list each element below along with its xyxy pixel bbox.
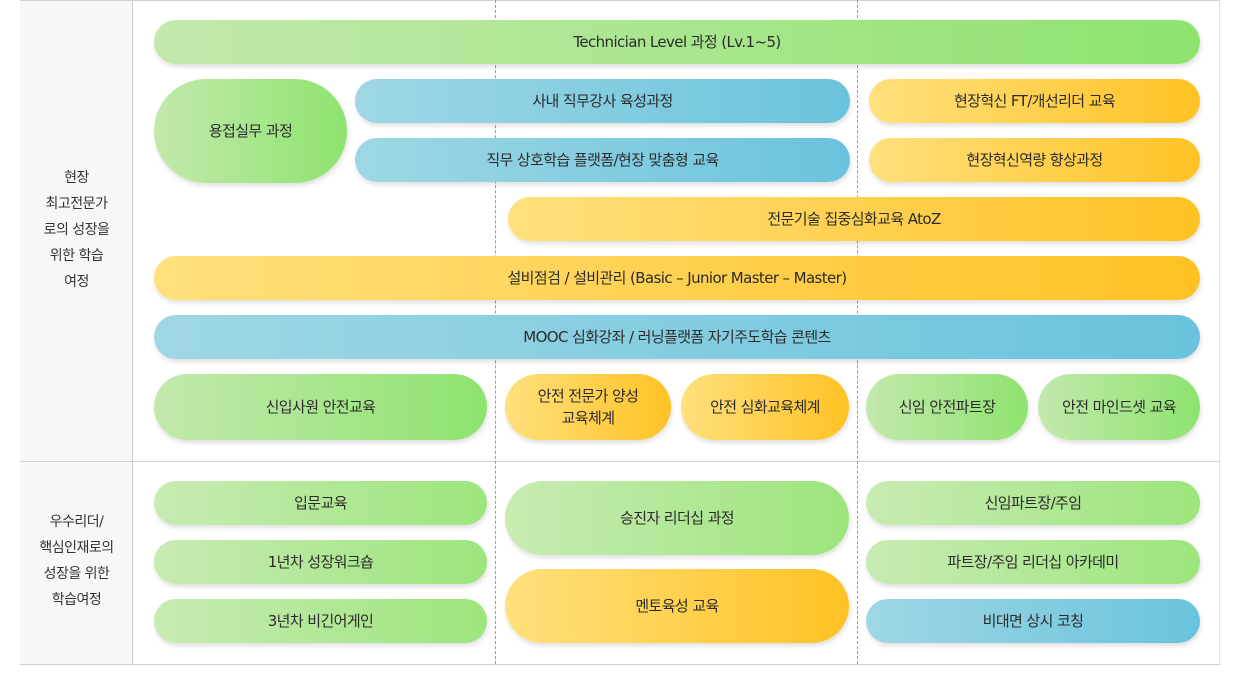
program-welding: 용접실무 과정 bbox=[154, 79, 347, 183]
program-label: 전문기술 집중심화교육 AtoZ bbox=[767, 210, 941, 228]
program-mooc: MOOC 심화강좌 / 러닝플랫폼 자기주도학습 콘텐츠 bbox=[154, 315, 1200, 359]
program-label: 설비점검 / 설비관리 (Basic – Junior Master – Mas… bbox=[507, 269, 847, 287]
program-year3: 3년차 비긴어게인 bbox=[154, 599, 487, 643]
program-label: 교육체계 bbox=[561, 409, 615, 427]
row-label-line: 핵심인재로의 bbox=[39, 540, 114, 556]
program-equipment: 설비점검 / 설비관리 (Basic – Junior Master – Mas… bbox=[154, 256, 1200, 300]
right-border bbox=[1219, 0, 1220, 665]
program-safety-expert: 안전 전문가 양성 교육체계 bbox=[505, 374, 671, 440]
program-label: 직무 상호학습 플랫폼/현장 맞춤형 교육 bbox=[486, 151, 719, 169]
program-technician-level: Technician Level 과정 (Lv.1~5) bbox=[154, 20, 1200, 64]
row-header-background bbox=[20, 462, 133, 664]
row-label-line: 여정 bbox=[64, 274, 89, 290]
program-internal-instructor: 사내 직무강사 육성과정 bbox=[355, 79, 850, 123]
program-new-safety: 신입사원 안전교육 bbox=[154, 374, 487, 440]
program-label: 현장혁신역량 향상과정 bbox=[966, 151, 1103, 169]
program-leadership-academy: 파트장/주임 리더십 아카데미 bbox=[866, 540, 1200, 584]
program-label: 사내 직무강사 육성과정 bbox=[532, 92, 673, 110]
row-label-line: 현장 bbox=[64, 170, 89, 186]
program-label: 멘토육성 교육 bbox=[635, 597, 719, 615]
program-label: 신임 안전파트장 bbox=[898, 398, 996, 416]
program-promotion: 승진자 리더십 과정 bbox=[505, 481, 849, 555]
program-ft-leader: 현장혁신 FT/개선리더 교육 bbox=[869, 79, 1200, 123]
program-mentor: 멘토육성 교육 bbox=[505, 569, 849, 643]
program-label: 안전 마인드셋 교육 bbox=[1062, 398, 1177, 416]
program-peer-learning: 직무 상호학습 플랫폼/현장 맞춤형 교육 bbox=[355, 138, 850, 182]
row-label-line: 학습여정 bbox=[51, 592, 102, 608]
program-safety-mindset: 안전 마인드셋 교육 bbox=[1038, 374, 1200, 440]
program-label: 파트장/주임 리더십 아카데미 bbox=[947, 553, 1119, 571]
program-label: 용접실무 과정 bbox=[208, 122, 293, 140]
program-label: MOOC 심화강좌 / 러닝플랫폼 자기주도학습 콘텐츠 bbox=[523, 328, 831, 346]
program-new-safety-part: 신임 안전파트장 bbox=[866, 374, 1028, 440]
program-label: 안전 전문가 양성 bbox=[537, 387, 639, 405]
program-label: 현장혁신 FT/개선리더 교육 bbox=[953, 92, 1116, 110]
row-header-background bbox=[20, 0, 133, 461]
row-label-line: 로의 성장을 bbox=[43, 222, 110, 238]
program-safety-advanced: 안전 심화교육체계 bbox=[681, 374, 849, 440]
row-divider bbox=[20, 461, 1220, 462]
program-label: 비대면 상시 코칭 bbox=[982, 612, 1084, 630]
program-intro: 입문교육 bbox=[154, 481, 487, 525]
program-label: Technician Level 과정 (Lv.1~5) bbox=[573, 33, 781, 51]
row-label-line: 최고전문가 bbox=[45, 196, 108, 212]
program-remote-coaching: 비대면 상시 코칭 bbox=[866, 599, 1200, 643]
program-label: 3년차 비긴어게인 bbox=[267, 612, 374, 630]
program-new-part-lead: 신임파트장/주임 bbox=[866, 481, 1200, 525]
row-label-leader: 우수리더/ 핵심인재로의 성장을 위한 학습여정 bbox=[20, 509, 133, 613]
program-label: 1년차 성장워크숍 bbox=[267, 553, 374, 571]
program-innovation: 현장혁신역량 향상과정 bbox=[869, 138, 1200, 182]
bottom-border bbox=[20, 664, 1220, 665]
program-label: 신임파트장/주임 bbox=[984, 494, 1082, 512]
top-border bbox=[20, 0, 1220, 1]
program-atoz: 전문기술 집중심화교육 AtoZ bbox=[508, 197, 1200, 241]
program-label: 승진자 리더십 과정 bbox=[620, 509, 735, 527]
row-label-line: 위한 학습 bbox=[49, 248, 104, 264]
row-label-field-expert: 현장 최고전문가 로의 성장을 위한 학습 여정 bbox=[20, 165, 133, 295]
program-label: 입문교육 bbox=[294, 494, 347, 512]
program-year1: 1년차 성장워크숍 bbox=[154, 540, 487, 584]
program-label: 안전 심화교육체계 bbox=[710, 398, 820, 416]
program-label: 신입사원 안전교육 bbox=[265, 398, 376, 416]
row-label-line: 우수리더/ bbox=[49, 514, 104, 530]
row-label-line: 성장을 위한 bbox=[43, 566, 110, 582]
